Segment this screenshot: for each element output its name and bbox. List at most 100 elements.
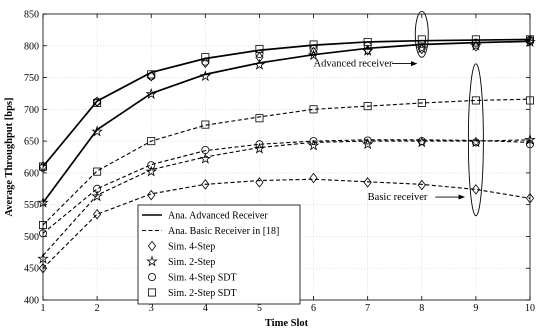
series-line-5 bbox=[42, 178, 531, 269]
tick-layer: 1 2 3 4 5 6 7 8 9 10 400 450 500 550 600 650 700 750 800 85… bbox=[24, 10, 535, 315]
x-tick-label: 9 bbox=[473, 303, 478, 314]
series-layer bbox=[42, 38, 531, 269]
y-tick-label: 750 bbox=[24, 73, 39, 84]
series-point-square bbox=[471, 35, 480, 44]
annotation-layer: Advanced receiver Basic receiver bbox=[314, 10, 484, 217]
series-point-square bbox=[201, 120, 210, 129]
basic-ellipse bbox=[467, 63, 484, 217]
series-point-circle bbox=[471, 138, 480, 147]
y-tick-label: 800 bbox=[24, 41, 39, 52]
series-point-diamond bbox=[147, 71, 156, 82]
x-tick-label: 6 bbox=[311, 303, 316, 314]
series-point-square bbox=[309, 40, 318, 49]
advanced-ellipse bbox=[414, 10, 429, 58]
series-point-star bbox=[145, 88, 157, 99]
y-tick-label: 600 bbox=[24, 168, 39, 179]
series-point-diamond bbox=[471, 41, 480, 52]
series-point-star bbox=[361, 44, 374, 56]
series-point-square bbox=[93, 167, 102, 176]
series-point-diamond bbox=[255, 51, 264, 63]
x-tick-label: 5 bbox=[257, 303, 262, 314]
series-point-star bbox=[145, 165, 157, 177]
y-tick-label: 650 bbox=[24, 137, 39, 148]
series-point-square bbox=[93, 98, 102, 107]
series-point-square bbox=[363, 37, 372, 46]
x-tick-label: 1 bbox=[41, 303, 46, 314]
series-point-square bbox=[255, 114, 264, 123]
series-point-circle bbox=[201, 146, 210, 155]
series-point-square bbox=[147, 137, 156, 146]
series-line-4 bbox=[42, 139, 531, 256]
y-tick-label: 500 bbox=[24, 232, 39, 243]
legend-box bbox=[137, 204, 301, 305]
series-point-square bbox=[255, 44, 264, 53]
series-point-circle bbox=[201, 57, 210, 66]
legend-label: Ana. Basic Receiver in [18] bbox=[168, 226, 279, 237]
basic-arrow-head bbox=[458, 194, 466, 200]
x-axis-label: Time Slot bbox=[265, 318, 309, 328]
basic-receiver-label: Basic receiver bbox=[368, 192, 428, 203]
series-point-star bbox=[91, 125, 103, 137]
series-point-star bbox=[307, 49, 320, 61]
series-point-circle bbox=[417, 39, 426, 48]
series-point-star bbox=[199, 70, 212, 82]
legend-marker-diamond bbox=[147, 240, 157, 252]
series-point-circle bbox=[147, 72, 156, 81]
advanced-arrow-head bbox=[410, 61, 418, 67]
legend-label: Sim. 2-Step bbox=[168, 257, 215, 268]
series-point-circle bbox=[309, 137, 318, 146]
series-point-diamond bbox=[93, 208, 102, 220]
series-point-square bbox=[201, 53, 210, 62]
x-tick-label: 2 bbox=[95, 303, 100, 314]
series-point-diamond bbox=[147, 189, 156, 201]
series-line-3 bbox=[42, 139, 531, 234]
series-point-star bbox=[416, 42, 428, 54]
series-point-diamond bbox=[255, 177, 264, 188]
legend-label: Sim. 2-Step SDT bbox=[168, 288, 237, 299]
series-point-diamond bbox=[201, 57, 210, 69]
legend-marker-square bbox=[147, 288, 156, 297]
series-point-star bbox=[307, 139, 320, 151]
series-point-square bbox=[417, 98, 426, 107]
series-point-star bbox=[253, 58, 266, 70]
y-tick-label: 850 bbox=[24, 10, 39, 21]
y-tick-label: 400 bbox=[24, 296, 39, 307]
series-point-square bbox=[417, 35, 426, 44]
x-tick-label: 3 bbox=[149, 303, 154, 314]
y-tick-label: 450 bbox=[24, 264, 39, 275]
series-point-diamond bbox=[471, 184, 480, 195]
series-point-circle bbox=[93, 184, 102, 193]
legend-label: Sim. 4-Step bbox=[168, 242, 215, 253]
legend-label: Sim. 4-Step SDT bbox=[168, 273, 237, 284]
series-point-circle bbox=[147, 161, 156, 170]
legend-label: Ana. Advanced Receiver bbox=[168, 211, 268, 222]
x-tick-label: 10 bbox=[525, 303, 535, 314]
legend-marker-circle bbox=[147, 272, 156, 281]
series-point-circle bbox=[255, 140, 264, 149]
series-point-circle bbox=[363, 136, 372, 145]
series-point-star bbox=[361, 138, 374, 150]
series-point-diamond bbox=[363, 177, 372, 188]
series-point-circle bbox=[417, 137, 426, 146]
series-point-circle bbox=[309, 44, 318, 53]
x-tick-label: 8 bbox=[419, 303, 424, 314]
y-tick-label: 550 bbox=[24, 200, 39, 211]
advanced-receiver-label: Advanced receiver bbox=[314, 59, 393, 70]
series-point-square bbox=[309, 105, 318, 114]
series-line-1 bbox=[42, 40, 531, 204]
series-point-diamond bbox=[201, 179, 210, 190]
x-tick-label: 4 bbox=[203, 303, 208, 314]
series-point-circle bbox=[255, 50, 264, 59]
series-point-star bbox=[199, 152, 212, 164]
x-tick-label: 7 bbox=[365, 303, 370, 314]
y-tick-label: 700 bbox=[24, 105, 39, 116]
series-point-square bbox=[471, 96, 480, 105]
y-axis-label: Average Throughput [bps] bbox=[4, 97, 15, 216]
series-point-star bbox=[91, 190, 103, 202]
series-point-square bbox=[363, 102, 372, 111]
series-line-2 bbox=[42, 98, 531, 226]
series-point-diamond bbox=[309, 172, 318, 184]
series-line-0 bbox=[42, 38, 531, 168]
series-point-diamond bbox=[417, 179, 426, 191]
